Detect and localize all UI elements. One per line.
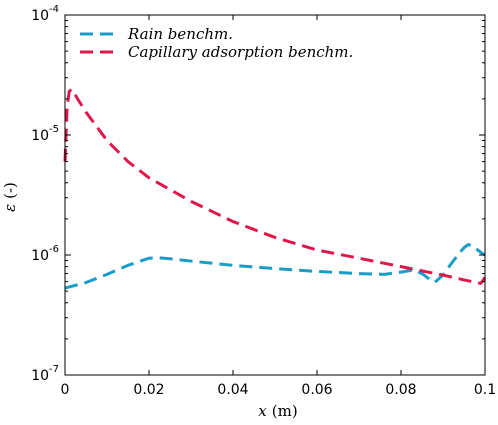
y-tick-label: 10-7 (31, 364, 59, 384)
x-tick-label: 0.02 (133, 382, 164, 398)
x-tick-label: 0.06 (301, 382, 332, 398)
x-axis-unit: (m) (272, 402, 298, 420)
tick-label-layer: 0 0.02 0.04 0.06 0.08 0.1 10-7 10-6 10-5 10-4 (31, 4, 496, 398)
series-layer (63, 87, 487, 290)
plot-frame (64, 14, 486, 376)
y-tick-label: 10-6 (31, 244, 59, 264)
x-tick-label: 0.08 (385, 382, 416, 398)
y-axis-symbol: ε (1, 204, 19, 212)
x-tick-label: 0.04 (217, 382, 248, 398)
legend-label-capillary: Capillary adsorption benchm. (128, 43, 353, 61)
y-tick-label: 10-5 (31, 124, 59, 144)
x-axis-symbol: x (258, 402, 267, 420)
x-axis-label: x (m) (258, 402, 297, 420)
y-tick-label: 10-4 (31, 4, 59, 24)
series-line-rain (64, 243, 486, 290)
y-axis-label: ε (-) (1, 182, 19, 212)
x-tick-label: 0.1 (474, 382, 496, 398)
axes-layer (64, 14, 486, 376)
x-tick-label: 0 (61, 382, 70, 398)
y-axis-unit: (-) (1, 182, 19, 199)
legend: Rain benchm. Capillary adsorption benchm… (80, 25, 353, 61)
legend-label-rain: Rain benchm. (127, 25, 233, 43)
